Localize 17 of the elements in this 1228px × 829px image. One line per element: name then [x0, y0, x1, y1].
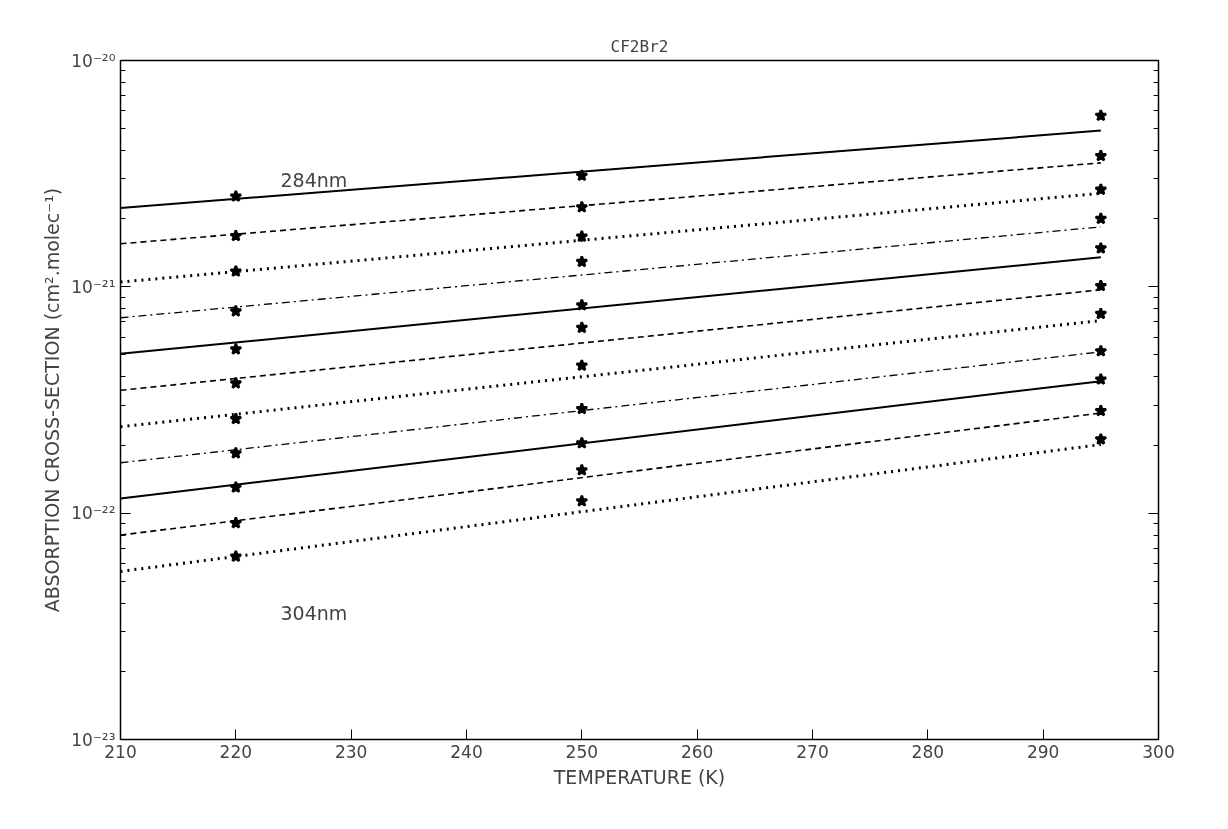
x-tick-label: 290 [1026, 741, 1060, 762]
x-tick-label: 240 [450, 741, 483, 762]
chart-title: CF2Br2 [610, 36, 669, 56]
annotation: 304nm [280, 602, 348, 625]
x-tick-label: 300 [1142, 741, 1175, 762]
x-tick-label: 260 [680, 741, 714, 762]
x-tick-label: 250 [565, 741, 599, 762]
y-tick-label: 10⁻²² [71, 503, 116, 524]
x-tick-label: 220 [219, 741, 253, 762]
annotation: 284nm [280, 169, 348, 191]
x-axis-title: TEMPERATURE (K) [552, 765, 726, 788]
y-tick-label: 10⁻²¹ [71, 276, 116, 297]
y-tick-label: 10⁻²⁰ [71, 50, 116, 71]
y-axis-title: ABSORPTION CROSS-SECTION (cm².molec⁻¹) [41, 187, 64, 613]
x-tick-label: 270 [796, 741, 829, 762]
x-tick-label: 230 [334, 741, 368, 762]
x-tick-label: 280 [911, 741, 945, 762]
